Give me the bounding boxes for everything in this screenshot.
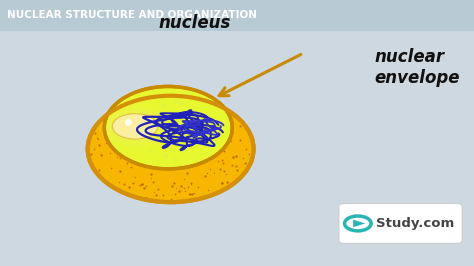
Circle shape [112, 114, 158, 139]
Text: nuclear
envelope: nuclear envelope [374, 48, 460, 87]
Ellipse shape [104, 86, 232, 169]
Circle shape [112, 114, 158, 139]
FancyBboxPatch shape [339, 203, 462, 243]
Circle shape [106, 110, 164, 143]
Bar [0, 0, 474, 31]
Text: Study.com: Study.com [376, 217, 454, 230]
Polygon shape [353, 220, 365, 227]
Text: nucleus: nucleus [158, 14, 230, 32]
Text: NUCLEAR STRUCTURE AND ORGANIZATION: NUCLEAR STRUCTURE AND ORGANIZATION [7, 10, 257, 20]
Circle shape [99, 106, 172, 147]
Ellipse shape [88, 96, 254, 202]
